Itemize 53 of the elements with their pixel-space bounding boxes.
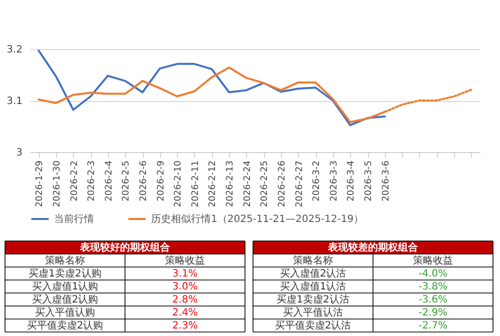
x-tick-label: 2026-3-4 bbox=[346, 160, 357, 202]
category-label: 买虚1卖虚2认沽 bbox=[276, 294, 350, 306]
text: 3.1% bbox=[172, 268, 198, 280]
x-tick-label: 2026-2-6 bbox=[139, 160, 149, 202]
y-tick-label: 3.1 bbox=[6, 96, 22, 107]
text: -3.6% bbox=[418, 294, 448, 306]
text: 2.3% bbox=[172, 320, 198, 332]
x-tick-label: 2026-2-10 bbox=[174, 160, 184, 208]
text: -2.9% bbox=[418, 308, 448, 318]
text: 策略收益 bbox=[165, 254, 205, 266]
x-tick-label: 2026-3-5 bbox=[364, 160, 374, 202]
x-tick-label: 2026-2-26 bbox=[277, 160, 288, 208]
x-tick-label: 2026-2-11 bbox=[190, 160, 201, 208]
x-tick-label: 2026-2-3 bbox=[87, 160, 98, 202]
text: 表现较差的期权组合 bbox=[327, 242, 419, 254]
x-tick-label: 2026-2-9 bbox=[156, 160, 166, 202]
x-tick-label: 2026-2-13 bbox=[226, 160, 236, 208]
text: -4.0% bbox=[418, 268, 448, 280]
text: 2.4% bbox=[172, 308, 198, 318]
y-tick-label: 3 bbox=[16, 148, 22, 158]
category-label: 买入虚值2认购 bbox=[32, 294, 98, 306]
x-tick-label: 2026-2-5 bbox=[122, 160, 132, 202]
legend-label: 历史相似行情1（2025-11-21—2025-12-19） bbox=[151, 213, 364, 225]
category-label: 买入平值认购 bbox=[35, 306, 95, 318]
x-tick-label: 2026-3-2 bbox=[312, 160, 322, 202]
y-tick-label: 3.2 bbox=[6, 44, 22, 56]
category-label: 买入虚值1认沽 bbox=[280, 280, 346, 292]
text: 策略名称 bbox=[45, 254, 85, 266]
x-tick-label: 2026-2-12 bbox=[208, 160, 218, 208]
text: 表现较好的期权组合 bbox=[79, 242, 171, 254]
text: 3.0% bbox=[172, 282, 198, 292]
category-label: 买入平值认沽 bbox=[283, 306, 343, 318]
x-tick-label: 2026-3-3 bbox=[329, 160, 340, 202]
category-label: 买虚1卖虚2认购 bbox=[28, 268, 102, 280]
x-tick-label: 2026-1-29 bbox=[35, 160, 46, 208]
x-tick-label: 2026-1-30 bbox=[52, 160, 62, 208]
text: -2.7% bbox=[418, 320, 448, 332]
category-label: 买平值卖虚2认购 bbox=[26, 320, 104, 332]
text: 2.8% bbox=[172, 294, 198, 306]
text: 策略名称 bbox=[293, 254, 333, 266]
text: 策略收益 bbox=[413, 254, 453, 266]
category-label: 买平值卖虚2认沽 bbox=[274, 320, 352, 332]
category-label: 买入虚值2认沽 bbox=[280, 268, 346, 280]
line-series bbox=[38, 50, 386, 126]
x-tick-label: 2026-2-2 bbox=[70, 160, 80, 202]
x-tick-label: 2026-2-25 bbox=[260, 160, 270, 208]
text: -3.8% bbox=[418, 282, 448, 292]
x-tick-label: 2026-2-24 bbox=[242, 160, 253, 208]
category-label: 买入虚值1认购 bbox=[32, 280, 98, 292]
x-tick-label: 2026-2-27 bbox=[294, 160, 305, 208]
x-tick-label: 2026-2-4 bbox=[104, 160, 114, 202]
legend-label: 当前行情 bbox=[54, 213, 94, 225]
x-tick-label: 2026-3-6 bbox=[381, 160, 392, 202]
